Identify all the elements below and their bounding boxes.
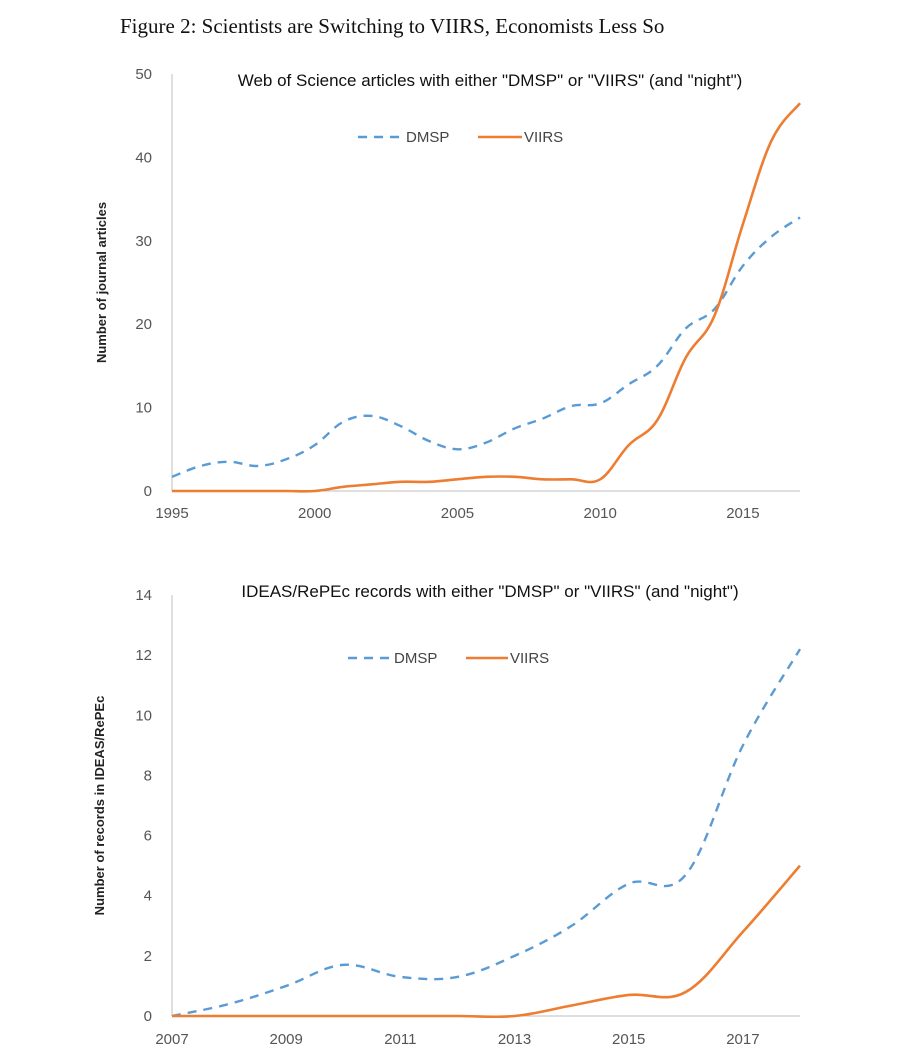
x-tick-label: 2015 bbox=[726, 505, 759, 522]
series-line-viirs bbox=[171, 102, 802, 493]
y-tick-label: 10 bbox=[135, 400, 152, 417]
x-tick-label: 2005 bbox=[441, 505, 474, 522]
legend-label-viirs: VIIRS bbox=[510, 650, 549, 667]
y-tick-label: 2 bbox=[144, 948, 152, 965]
y-tick-label: 8 bbox=[144, 767, 152, 784]
figure-title: Figure 2: Scientists are Switching to VI… bbox=[120, 14, 665, 38]
x-tick-label: 2009 bbox=[269, 1031, 302, 1048]
y-tick-label: 12 bbox=[135, 647, 152, 664]
y-axis-label: Number of journal articles bbox=[94, 202, 109, 363]
x-tick-label: 2007 bbox=[155, 1031, 188, 1048]
y-tick-label: 0 bbox=[144, 1008, 152, 1025]
legend-label-viirs: VIIRS bbox=[524, 129, 563, 146]
x-tick-label: 1995 bbox=[155, 505, 188, 522]
chart-1: 0 10 20 30 40 50 1995 2000 2005 2010 2015 Web of Sc… bbox=[94, 66, 802, 522]
y-tick-label: 14 bbox=[135, 587, 152, 604]
x-tick-label: 2017 bbox=[726, 1031, 759, 1048]
x-tick-label: 2013 bbox=[498, 1031, 531, 1048]
x-tick-label: 2000 bbox=[298, 505, 331, 522]
y-tick-label: 30 bbox=[135, 233, 152, 250]
chart-title: Web of Science articles with either "DMS… bbox=[238, 71, 743, 90]
chart-2: 0 2 4 6 8 10 12 14 2007 2009 2011 2013 2015 2017 IDEAS… bbox=[92, 582, 802, 1048]
legend-label-dmsp: DMSP bbox=[394, 650, 437, 667]
y-tick-label: 6 bbox=[144, 828, 152, 845]
y-tick-label: 10 bbox=[135, 707, 152, 724]
y-tick-label: 50 bbox=[135, 66, 152, 83]
x-tick-label: 2015 bbox=[612, 1031, 645, 1048]
y-tick-label: 20 bbox=[135, 316, 152, 333]
y-tick-label: 0 bbox=[144, 483, 152, 500]
series-line-dmsp bbox=[171, 216, 801, 478]
series-line-viirs bbox=[172, 864, 801, 1019]
y-tick-label: 4 bbox=[144, 888, 152, 905]
series-line-dmsp bbox=[171, 648, 802, 1018]
y-tick-label: 40 bbox=[135, 149, 152, 166]
x-tick-label: 2010 bbox=[583, 505, 616, 522]
legend-label-dmsp: DMSP bbox=[406, 129, 449, 146]
y-axis-label: Number of records in IDEAS/RePEc bbox=[92, 696, 107, 916]
chart-title: IDEAS/RePEc records with either "DMSP" o… bbox=[241, 582, 738, 601]
x-tick-label: 2011 bbox=[384, 1031, 416, 1048]
